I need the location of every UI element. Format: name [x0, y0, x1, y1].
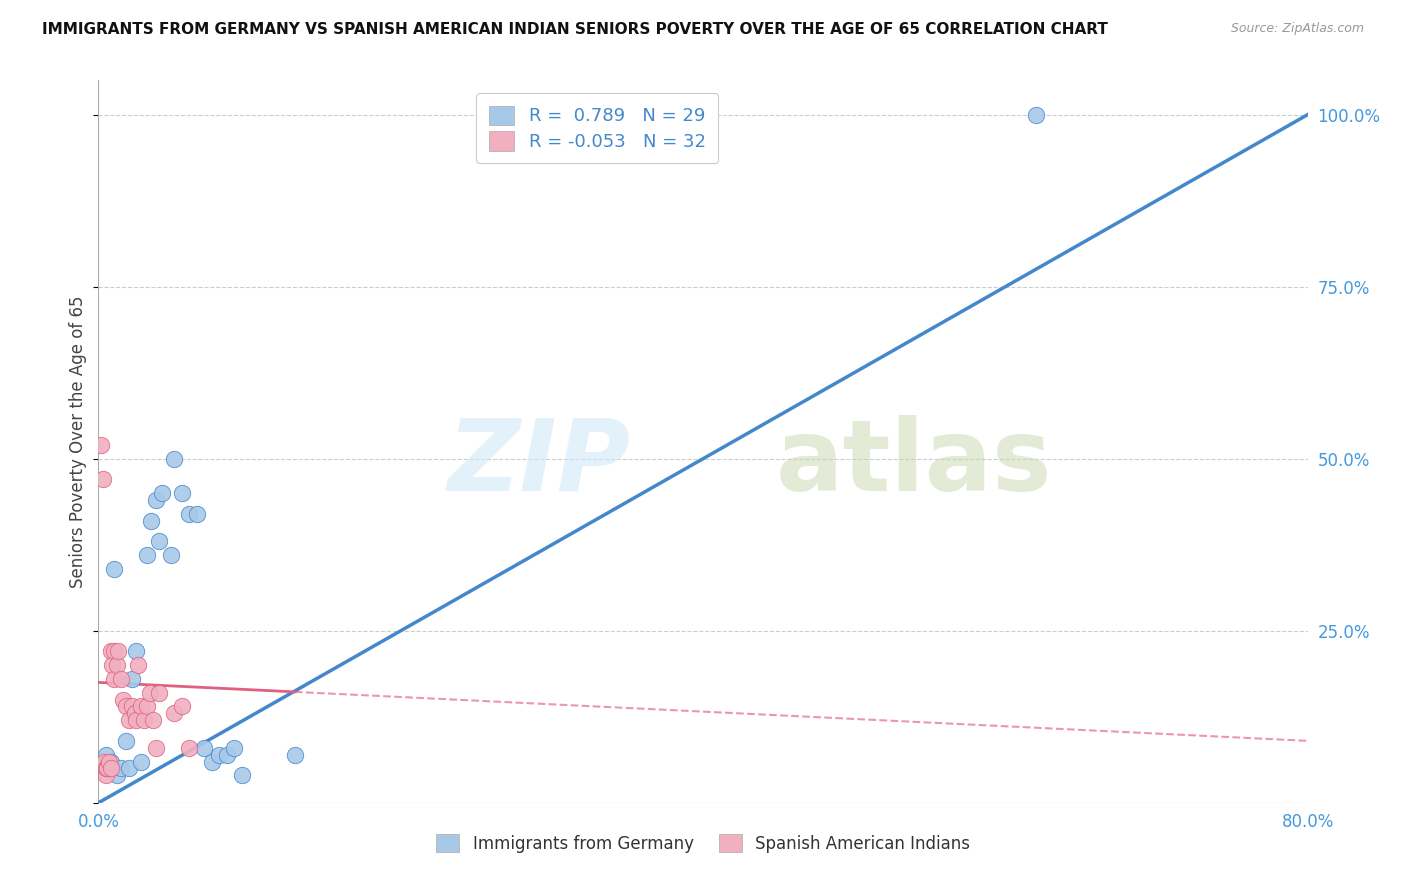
Point [201, 755, 224, 769]
Point [94, 768, 117, 782]
Point [105, 768, 128, 782]
Point [148, 686, 170, 700]
Point [118, 713, 141, 727]
Point [135, 699, 157, 714]
Point [193, 740, 215, 755]
Point [111, 692, 134, 706]
Point [163, 451, 186, 466]
Point [101, 658, 124, 673]
Point [93, 755, 115, 769]
Point [121, 672, 143, 686]
Point [114, 699, 136, 714]
Legend: Immigrants from Germany, Spanish American Indians: Immigrants from Germany, Spanish America… [429, 828, 977, 860]
Point [110, 761, 132, 775]
Point [103, 672, 125, 686]
Point [94, 761, 117, 775]
Point [103, 644, 125, 658]
Point [142, 713, 165, 727]
Point [150, 486, 173, 500]
Point [163, 706, 186, 721]
Point [90, 438, 112, 452]
Point [100, 644, 122, 658]
Point [94, 747, 117, 762]
Point [100, 761, 122, 775]
Point [121, 699, 143, 714]
Point [129, 699, 152, 714]
Point [224, 740, 246, 755]
Point [179, 740, 201, 755]
Text: ZIP: ZIP [447, 415, 630, 512]
Point [160, 548, 183, 562]
Point [105, 658, 128, 673]
Point [118, 761, 141, 775]
Point [107, 644, 129, 658]
Point [179, 507, 201, 521]
Point [125, 644, 148, 658]
Point [284, 747, 307, 762]
Point [98, 755, 121, 769]
Point [129, 755, 152, 769]
Point [114, 734, 136, 748]
Point [103, 562, 125, 576]
Point [231, 768, 253, 782]
Point [148, 534, 170, 549]
Point [96, 761, 118, 775]
Point [141, 514, 163, 528]
Point [94, 761, 117, 775]
Text: IMMIGRANTS FROM GERMANY VS SPANISH AMERICAN INDIAN SENIORS POVERTY OVER THE AGE : IMMIGRANTS FROM GERMANY VS SPANISH AMERI… [42, 22, 1108, 37]
Point [145, 740, 167, 755]
Point [125, 713, 148, 727]
Point [139, 686, 162, 700]
Point [135, 548, 157, 562]
Point [100, 755, 122, 769]
Text: Source: ZipAtlas.com: Source: ZipAtlas.com [1230, 22, 1364, 36]
Point [91, 472, 114, 486]
Point [170, 486, 193, 500]
Point [215, 747, 238, 762]
Point [1024, 108, 1046, 122]
Point [145, 493, 167, 508]
Point [208, 747, 231, 762]
Point [110, 672, 132, 686]
Point [170, 699, 193, 714]
Point [127, 658, 149, 673]
Y-axis label: Seniors Poverty Over the Age of 65: Seniors Poverty Over the Age of 65 [69, 295, 87, 588]
Point [132, 713, 155, 727]
Point [186, 507, 208, 521]
Text: atlas: atlas [776, 415, 1052, 512]
Point [124, 706, 146, 721]
